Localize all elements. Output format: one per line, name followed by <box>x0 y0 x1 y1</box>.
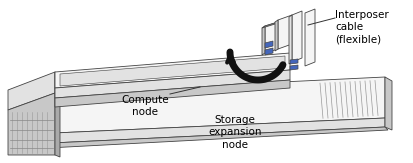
Text: Storage
expansion
node: Storage expansion node <box>208 115 262 150</box>
Polygon shape <box>8 72 55 110</box>
Polygon shape <box>290 65 298 70</box>
Polygon shape <box>265 48 273 55</box>
Polygon shape <box>265 22 278 53</box>
Polygon shape <box>55 80 290 107</box>
Polygon shape <box>10 127 388 150</box>
Polygon shape <box>8 93 55 155</box>
Polygon shape <box>289 15 292 64</box>
Polygon shape <box>60 56 285 86</box>
Polygon shape <box>55 53 290 88</box>
Polygon shape <box>10 118 385 145</box>
Polygon shape <box>305 9 315 66</box>
Polygon shape <box>278 15 292 49</box>
Polygon shape <box>385 77 392 130</box>
Polygon shape <box>292 11 302 62</box>
Polygon shape <box>262 22 278 28</box>
Polygon shape <box>55 70 290 98</box>
Text: Compute
node: Compute node <box>121 95 169 117</box>
Polygon shape <box>265 41 273 48</box>
Polygon shape <box>10 77 385 135</box>
Polygon shape <box>262 26 265 55</box>
Polygon shape <box>55 72 60 157</box>
Polygon shape <box>290 59 298 64</box>
Text: Interposer
cable
(flexible): Interposer cable (flexible) <box>335 10 389 45</box>
Polygon shape <box>275 20 278 51</box>
